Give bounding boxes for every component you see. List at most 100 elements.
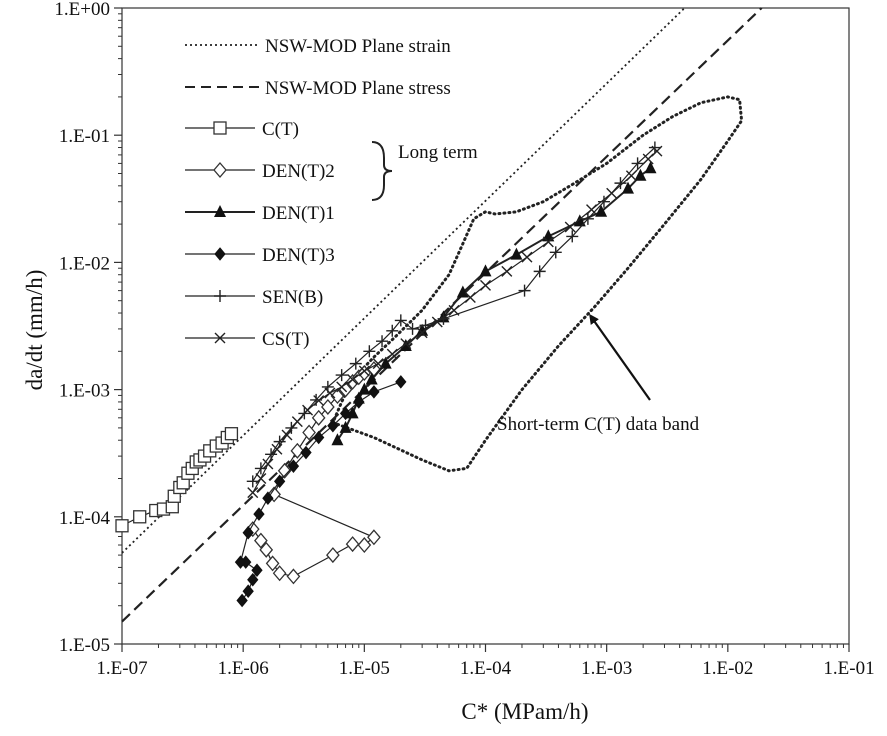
y-tick-label: 1.E-05 (59, 635, 110, 656)
data-point (634, 168, 647, 181)
data-point (501, 265, 513, 277)
data-point (324, 387, 336, 399)
data-point (595, 204, 608, 217)
series-3 (234, 375, 407, 608)
short-term-band-outline (330, 95, 744, 473)
data-point (267, 486, 281, 503)
data-point (273, 474, 286, 489)
data-point (291, 416, 303, 428)
y-tick-label: 1.E+00 (54, 0, 110, 20)
data-point (247, 487, 259, 499)
data-point (358, 365, 370, 377)
x-tick-label: 1.E-03 (581, 658, 632, 679)
legend-marker (214, 205, 226, 217)
data-point (234, 555, 247, 569)
data-point (399, 339, 412, 352)
data-point (272, 565, 287, 582)
data-point (254, 462, 267, 475)
data-point (379, 356, 392, 369)
data-point (242, 525, 254, 540)
x-tick-label: 1.E-02 (702, 658, 753, 679)
data-point (431, 316, 443, 328)
data-point (335, 369, 348, 382)
legend-marker (214, 247, 226, 261)
x-axis-title: C* (MPam/h) (461, 699, 588, 724)
data-point (372, 358, 384, 370)
data-point (631, 157, 644, 170)
data-point (448, 304, 460, 316)
annotations: Short-term C(T) data band (497, 313, 700, 435)
data-point (271, 443, 283, 455)
series-5 (247, 145, 663, 499)
data-point (625, 170, 637, 182)
data-point (386, 348, 398, 360)
y-axis-title: da/dt (mm/h) (22, 270, 47, 391)
data-point (327, 418, 339, 433)
x-tick-label: 1.E-01 (823, 658, 874, 679)
data-point (642, 153, 654, 165)
y-tick-label: 1.E-03 (59, 381, 110, 402)
data-point (376, 335, 389, 348)
data-point (510, 247, 523, 260)
data-point (115, 519, 129, 533)
data-point (400, 338, 412, 350)
data-point (265, 555, 280, 572)
data-point (345, 536, 360, 553)
data-point (357, 537, 372, 554)
data-point (253, 507, 265, 521)
data-point (622, 181, 635, 194)
legend-marker (213, 162, 227, 178)
series-2 (331, 161, 657, 446)
data-point (326, 547, 340, 564)
series-line (336, 167, 652, 441)
legend-label: C(T) (262, 119, 299, 140)
y-tick-label: 1.E-04 (59, 508, 111, 529)
x-tick-label: 1.E-07 (96, 658, 147, 679)
data-point (311, 409, 326, 426)
legend-label: NSW-MOD Plane stress (265, 78, 451, 99)
x-tick-label: 1.E-05 (339, 658, 390, 679)
data-point (368, 385, 380, 399)
long-term-label: Long term (398, 142, 478, 163)
legend-label: NSW-MOD Plane strain (265, 36, 451, 57)
series-0 (115, 427, 239, 533)
data-point (573, 214, 586, 227)
data-point (644, 161, 657, 174)
data-band (330, 95, 744, 473)
data-point (597, 195, 610, 208)
data-point (353, 395, 365, 409)
data-point (262, 491, 274, 505)
data-point (302, 424, 316, 441)
data-point (336, 381, 348, 393)
legend-marker (214, 332, 226, 344)
y-tick-label: 1.E-02 (59, 253, 110, 274)
data-point (349, 357, 362, 370)
data-point (251, 563, 263, 578)
data-point (290, 442, 305, 459)
data-point (321, 398, 335, 415)
long-term-brace (371, 141, 393, 201)
plane-strain-line (121, 7, 686, 554)
legend-label: CS(T) (262, 329, 310, 350)
axis-ticks: 1.E-07 1.E-06 1.E-05 1.E-04 1.E-03 1.E-02 1.E-… (54, 0, 874, 679)
data-point (236, 593, 248, 608)
data-point (648, 141, 661, 154)
legend: NSW-MOD Plane strain NSW-MOD Plane stress… (185, 36, 478, 350)
data-point (416, 327, 428, 339)
data-point (416, 323, 429, 336)
x-tick-label: 1.E-04 (460, 658, 512, 679)
data-point (262, 458, 274, 470)
data-point (313, 430, 325, 445)
data-point (406, 322, 419, 335)
data-point (259, 541, 274, 558)
data-point (255, 473, 267, 485)
y-tick-label: 1.E-01 (59, 126, 110, 147)
data-point (456, 285, 469, 298)
data-point (287, 459, 300, 473)
data-point (302, 404, 314, 416)
data-point (247, 572, 259, 587)
data-point (464, 291, 476, 303)
legend-label: DEN(T)3 (262, 245, 335, 266)
